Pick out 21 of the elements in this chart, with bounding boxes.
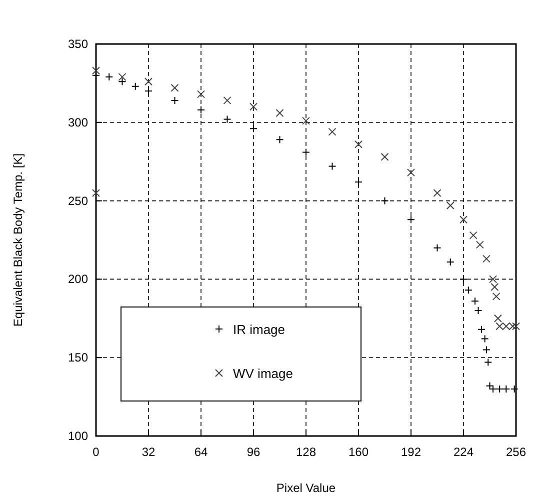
- legend-label: IR image: [233, 322, 286, 337]
- legend-label: WV image: [233, 366, 293, 381]
- x-axis-title: Pixel Value: [276, 481, 336, 495]
- y-tick-label: 250: [68, 194, 88, 208]
- x-tick-label: 256: [506, 445, 526, 459]
- x-tick-label: 160: [348, 445, 369, 459]
- x-tick-label: 128: [296, 445, 316, 459]
- legend-item: IR image: [215, 322, 286, 337]
- y-tick-label: 100: [68, 429, 88, 443]
- x-tick-label: 32: [142, 445, 156, 459]
- x-tick-label: 96: [246, 445, 260, 459]
- y-tick-label: 150: [68, 350, 88, 365]
- x-tick-label: 64: [194, 445, 208, 459]
- y-tick-label: 300: [68, 115, 88, 130]
- y-axis-title: Equivalent Black Body Temp. [K]: [11, 153, 25, 327]
- x-tick-label: 224: [453, 445, 474, 459]
- legend-item: WV image: [215, 366, 293, 381]
- y-tick-label: 200: [68, 272, 88, 286]
- x-tick-label: 192: [400, 445, 422, 459]
- x-tick-label: 0: [92, 445, 100, 459]
- y-tick-label: 350: [68, 37, 88, 51]
